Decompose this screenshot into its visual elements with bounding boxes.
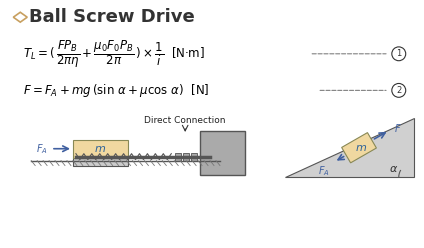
Polygon shape xyxy=(342,133,377,163)
Bar xyxy=(200,131,245,175)
Text: $T_L = (\,\dfrac{FP_B}{2\pi\eta} + \dfrac{\mu_0 F_0 P_B}{2\pi}\,) \times \dfrac{: $T_L = (\,\dfrac{FP_B}{2\pi\eta} + \dfra… xyxy=(23,38,205,70)
Bar xyxy=(191,153,197,161)
Bar xyxy=(175,153,181,161)
Bar xyxy=(73,158,128,165)
Text: 2: 2 xyxy=(396,86,402,95)
Text: Direct Connection: Direct Connection xyxy=(145,116,226,124)
Text: $F_A$: $F_A$ xyxy=(36,142,48,155)
Text: 1: 1 xyxy=(396,49,402,58)
Text: $F$: $F$ xyxy=(394,123,402,134)
Text: $F_A$: $F_A$ xyxy=(318,164,330,178)
Bar xyxy=(73,140,128,158)
Text: $F = F_A + mg\,(\sin\,\alpha + \mu\cos\,\alpha)$  [N]: $F = F_A + mg\,(\sin\,\alpha + \mu\cos\,… xyxy=(23,82,209,99)
Text: $m$: $m$ xyxy=(94,144,106,154)
Bar xyxy=(183,153,189,161)
Polygon shape xyxy=(285,118,414,177)
Text: $m$: $m$ xyxy=(355,143,367,153)
Text: Ball Screw Drive: Ball Screw Drive xyxy=(29,8,195,26)
Text: $\alpha$: $\alpha$ xyxy=(389,164,399,175)
